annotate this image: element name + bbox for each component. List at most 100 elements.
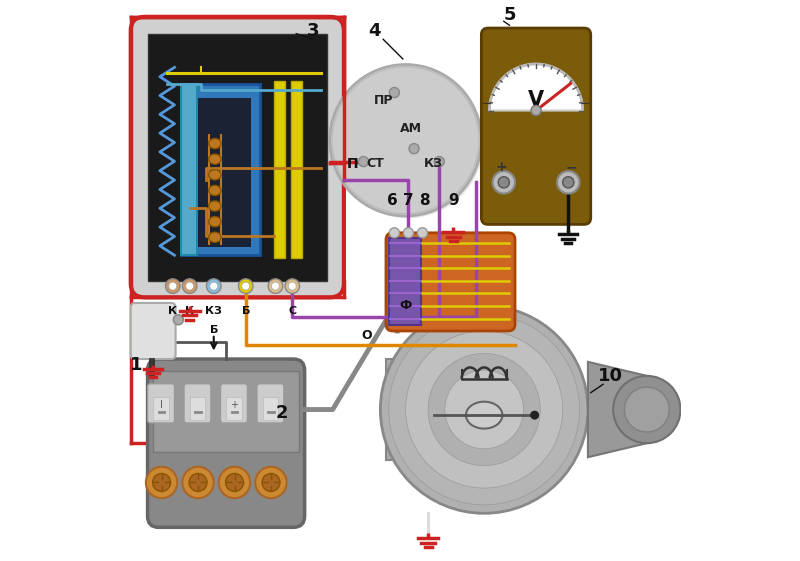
Circle shape	[210, 282, 218, 290]
Text: АМ: АМ	[400, 122, 422, 135]
Ellipse shape	[209, 139, 221, 149]
Text: I: I	[160, 400, 163, 410]
Circle shape	[390, 88, 399, 98]
Circle shape	[182, 279, 197, 293]
Circle shape	[262, 473, 280, 491]
Text: −: −	[482, 98, 492, 111]
Text: КЗ: КЗ	[206, 306, 222, 316]
Bar	[290, 81, 302, 258]
Text: 6: 6	[387, 193, 398, 208]
Bar	[386, 359, 400, 460]
Circle shape	[288, 282, 296, 290]
FancyBboxPatch shape	[184, 384, 211, 423]
FancyBboxPatch shape	[147, 384, 174, 423]
Bar	[182, 84, 260, 255]
FancyBboxPatch shape	[130, 17, 344, 297]
Circle shape	[358, 157, 369, 167]
Text: 10: 10	[598, 367, 623, 385]
Circle shape	[182, 467, 214, 498]
FancyBboxPatch shape	[147, 359, 305, 527]
Circle shape	[332, 67, 483, 218]
Circle shape	[174, 315, 183, 325]
Bar	[153, 371, 299, 452]
Text: ПР: ПР	[374, 94, 393, 107]
Bar	[190, 397, 206, 420]
Circle shape	[226, 473, 243, 491]
Text: 3: 3	[306, 22, 319, 40]
Ellipse shape	[466, 402, 502, 429]
Circle shape	[238, 279, 253, 293]
Circle shape	[434, 157, 444, 167]
Ellipse shape	[380, 306, 588, 513]
Text: КЗ: КЗ	[424, 157, 443, 170]
Circle shape	[268, 279, 282, 293]
Circle shape	[206, 279, 221, 293]
Text: 2: 2	[276, 404, 289, 422]
Circle shape	[330, 65, 482, 216]
Circle shape	[613, 376, 681, 443]
Circle shape	[389, 314, 579, 505]
Circle shape	[186, 282, 194, 290]
Circle shape	[562, 177, 574, 188]
Ellipse shape	[209, 170, 221, 180]
Text: 1: 1	[130, 356, 142, 374]
Circle shape	[166, 279, 180, 293]
Text: +: +	[495, 160, 506, 174]
Bar	[389, 238, 422, 325]
Bar	[147, 34, 327, 280]
Text: Б: Б	[210, 325, 218, 335]
Circle shape	[445, 370, 523, 449]
FancyBboxPatch shape	[386, 233, 515, 331]
Text: 4: 4	[369, 22, 381, 40]
Wedge shape	[490, 64, 582, 111]
FancyBboxPatch shape	[221, 384, 247, 423]
Text: V: V	[528, 90, 544, 111]
Text: С: С	[288, 306, 296, 316]
Circle shape	[406, 331, 562, 488]
Circle shape	[390, 228, 399, 238]
Text: К: К	[185, 306, 194, 316]
Circle shape	[493, 171, 515, 194]
Circle shape	[332, 67, 479, 214]
Circle shape	[271, 282, 279, 290]
Ellipse shape	[209, 154, 221, 164]
Bar	[182, 84, 197, 255]
Ellipse shape	[209, 217, 221, 227]
Circle shape	[409, 144, 419, 154]
Text: 8: 8	[419, 193, 430, 208]
Circle shape	[531, 105, 541, 116]
Text: К: К	[168, 306, 178, 316]
Circle shape	[403, 228, 414, 238]
Circle shape	[218, 467, 250, 498]
Circle shape	[498, 177, 510, 188]
FancyBboxPatch shape	[130, 303, 176, 359]
Text: −: −	[566, 160, 577, 174]
Bar	[262, 397, 278, 420]
Circle shape	[428, 353, 540, 466]
Bar	[226, 397, 242, 420]
Text: 7: 7	[403, 193, 414, 208]
Bar	[274, 81, 285, 258]
Text: О: О	[361, 329, 372, 342]
FancyBboxPatch shape	[482, 28, 590, 224]
Circle shape	[285, 279, 299, 293]
Circle shape	[624, 387, 670, 432]
Text: Б: Б	[242, 306, 250, 316]
Text: П: П	[346, 157, 358, 171]
Polygon shape	[588, 362, 647, 457]
Circle shape	[169, 282, 177, 290]
Text: 5: 5	[503, 6, 516, 24]
Ellipse shape	[209, 185, 221, 195]
Circle shape	[418, 228, 427, 238]
Circle shape	[153, 473, 170, 491]
Ellipse shape	[209, 201, 221, 211]
Text: СТ: СТ	[366, 157, 384, 170]
Bar	[153, 397, 169, 420]
Circle shape	[255, 467, 286, 498]
Text: 9: 9	[448, 193, 458, 208]
Text: Ф: Ф	[399, 298, 412, 311]
Text: −: −	[580, 98, 590, 111]
Circle shape	[530, 411, 539, 420]
FancyBboxPatch shape	[257, 384, 284, 423]
Ellipse shape	[209, 232, 221, 242]
